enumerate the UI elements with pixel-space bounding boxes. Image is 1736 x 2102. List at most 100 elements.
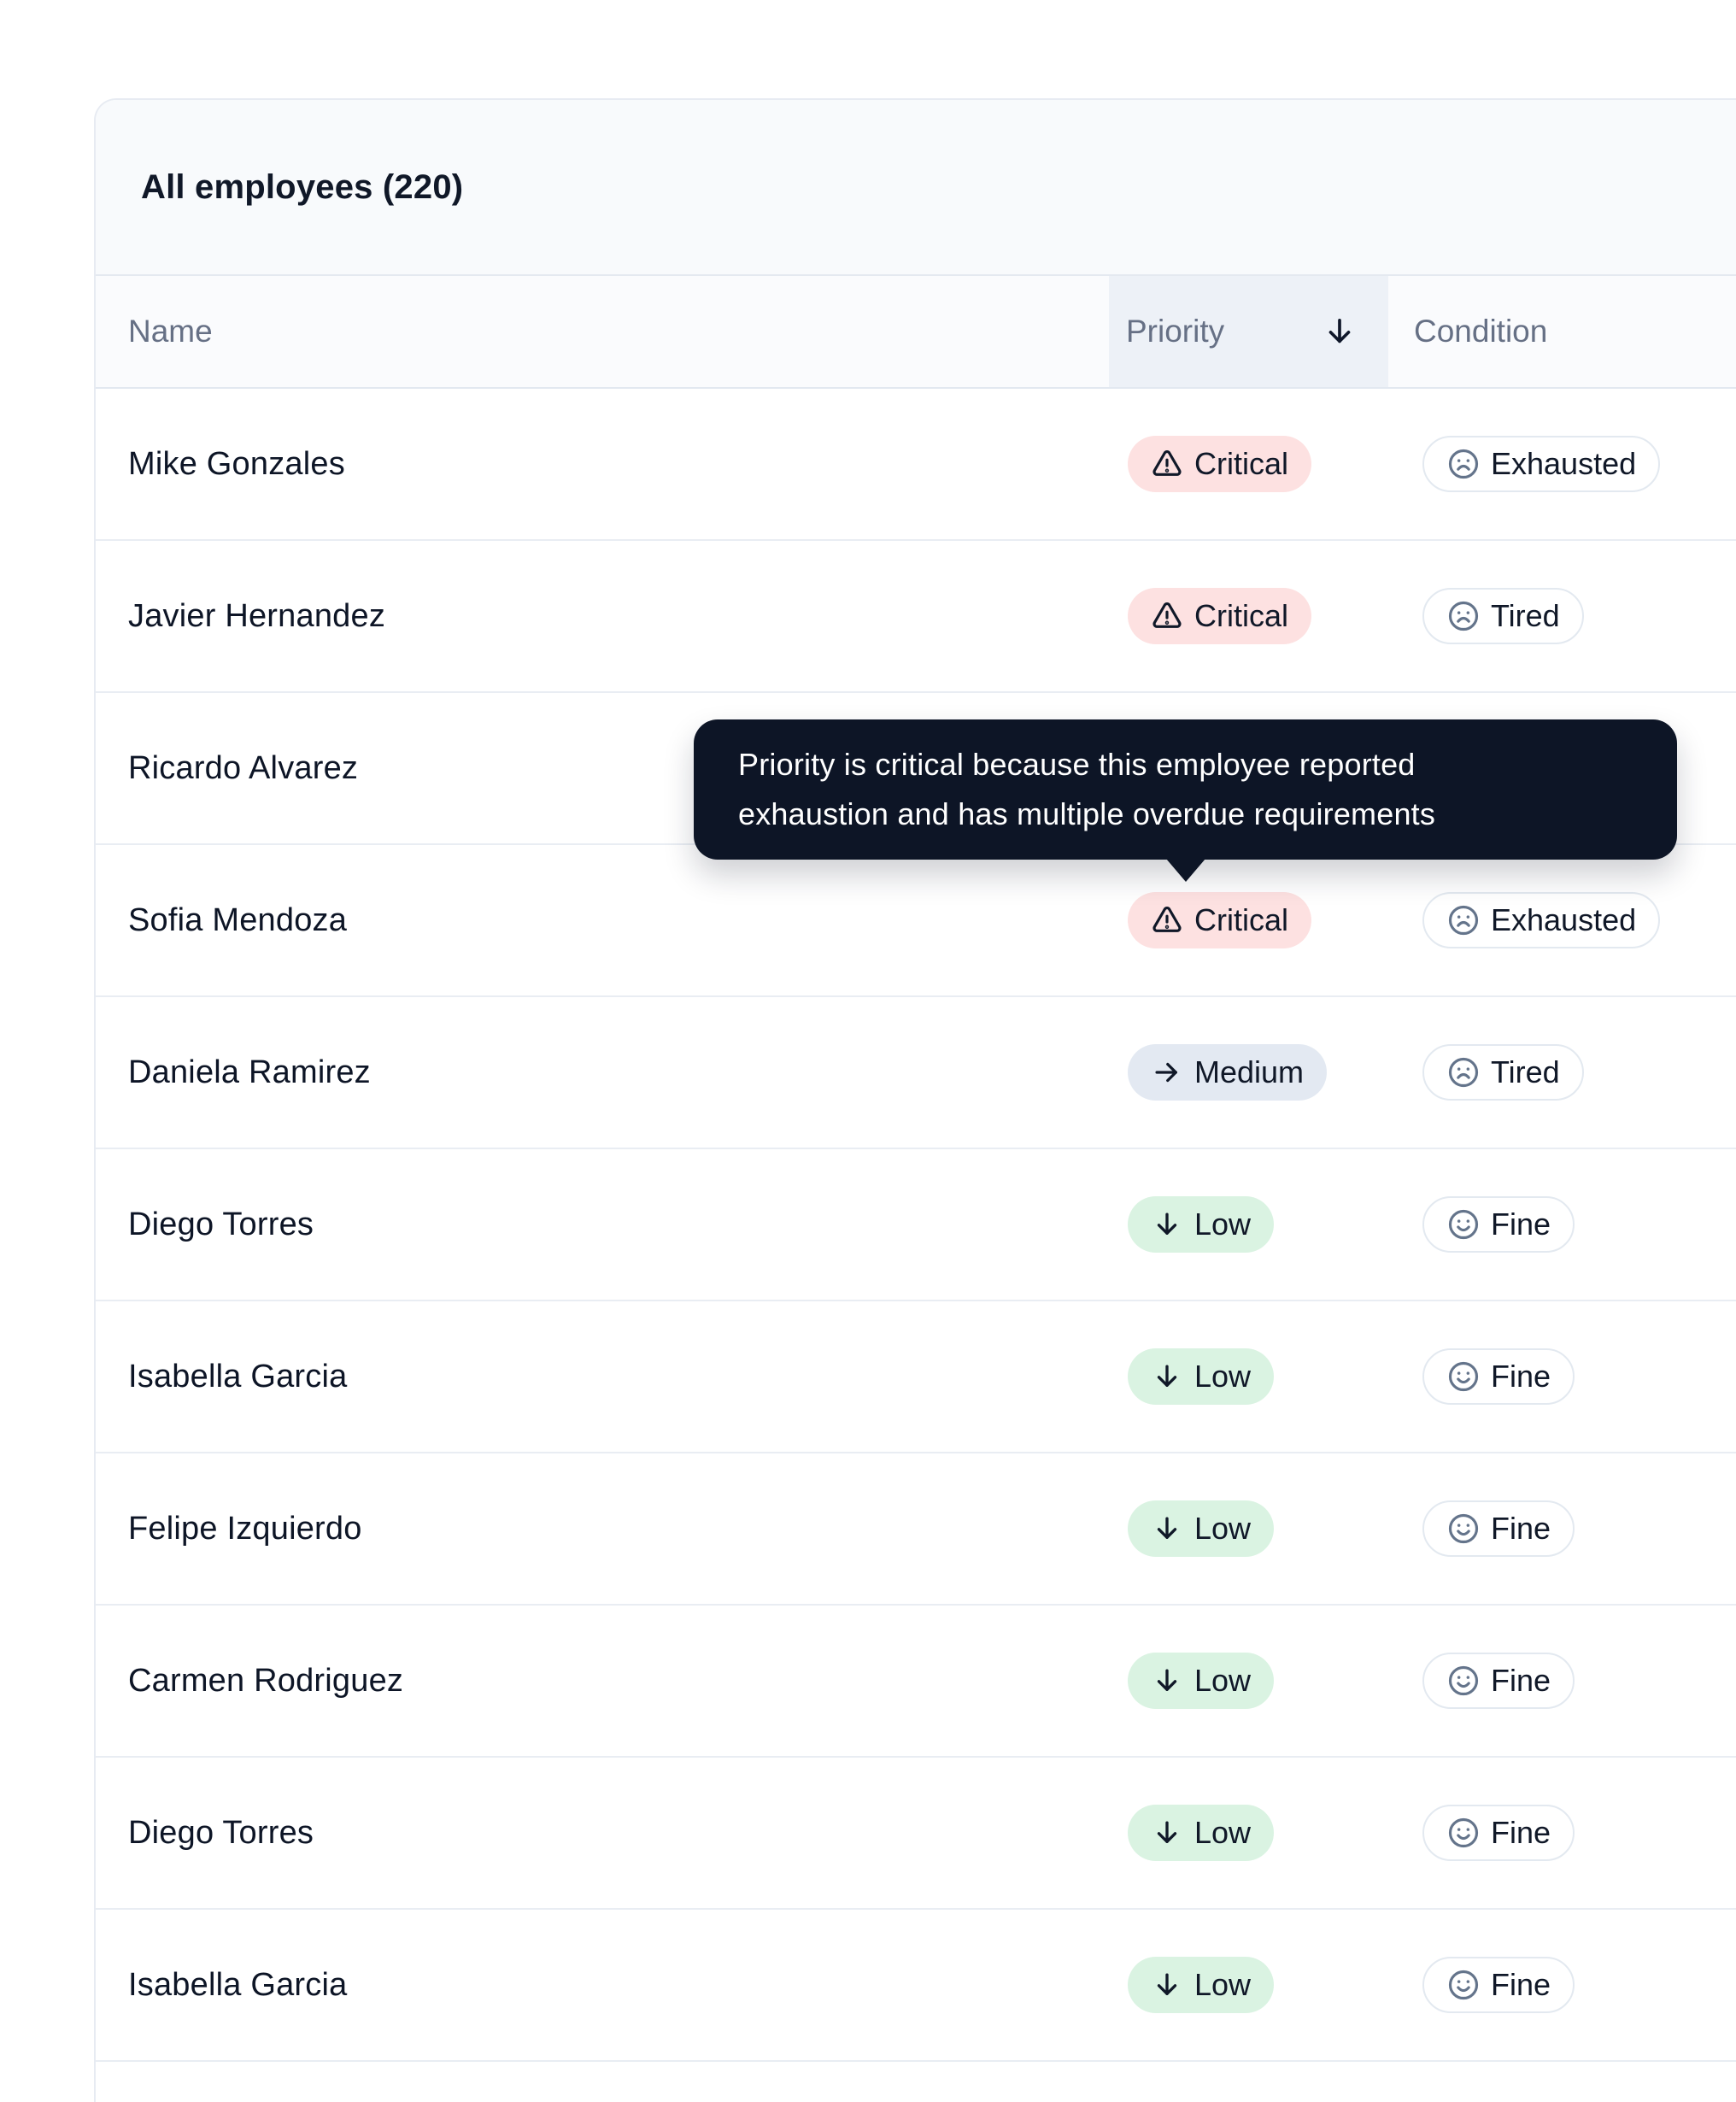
priority-badge: Critical <box>1128 588 1312 644</box>
employee-name: Ricardo Alvarez <box>128 749 359 786</box>
smile-icon <box>1446 1664 1481 1698</box>
condition-badge-label: Fine <box>1491 1815 1551 1850</box>
warning-icon <box>1151 904 1183 937</box>
priority-badge-label: Low <box>1194 1359 1252 1394</box>
frown-icon <box>1446 903 1481 937</box>
condition-badge-label: Fine <box>1491 1663 1551 1698</box>
name-cell: Sofia Mendoza <box>96 902 1109 939</box>
priority-badge-label: Low <box>1194 1511 1252 1546</box>
name-cell: Carmen Rodriguez <box>96 1663 1109 1700</box>
priority-badge: Critical <box>1128 892 1312 948</box>
priority-badge: Low <box>1128 1196 1275 1253</box>
priority-badge-label: Medium <box>1194 1054 1305 1089</box>
condition-badge-label: Fine <box>1491 1359 1551 1394</box>
condition-badge: Exhausted <box>1422 436 1661 492</box>
name-cell: Ricardo Alvarez <box>96 750 1109 787</box>
priority-badge-label: Critical <box>1194 598 1289 633</box>
sort-descending-icon <box>1322 314 1358 349</box>
warning-icon <box>1151 448 1183 480</box>
priority-badge-label: Critical <box>1194 902 1289 937</box>
column-header-priority[interactable]: Priority <box>1109 276 1388 387</box>
column-header-name-label: Name <box>128 314 213 349</box>
priority-cell: Low <box>1109 1500 1388 1557</box>
table-row[interactable]: Daniela Ramirez Medium Tired <box>96 997 1736 1149</box>
table-body: Mike Gonzales Critical Exhausted Javier Her… <box>96 389 1736 2062</box>
tooltip: Priority is critical because this employ… <box>694 719 1677 882</box>
condition-badge-label: Fine <box>1491 1511 1551 1546</box>
employee-name: Javier Hernandez <box>128 597 386 634</box>
table-row[interactable]: Diego Torres Low Fine <box>96 1758 1736 1910</box>
employee-name: Carmen Rodriguez <box>128 1662 404 1699</box>
priority-badge: Low <box>1128 1348 1275 1405</box>
column-header-priority-label: Priority <box>1126 314 1225 349</box>
employee-name: Isabella Garcia <box>128 1966 348 2003</box>
condition-cell: Fine <box>1388 1348 1736 1405</box>
employee-name: Mike Gonzales <box>128 445 345 482</box>
arrow-down-icon <box>1151 1512 1183 1545</box>
condition-badge: Exhausted <box>1422 892 1661 948</box>
column-header-condition[interactable]: Condition <box>1388 276 1736 387</box>
priority-cell: Low <box>1109 1957 1388 2013</box>
condition-cell: Fine <box>1388 1196 1736 1253</box>
priority-badge: Medium <box>1128 1044 1328 1101</box>
name-cell: Isabella Garcia <box>96 1359 1109 1395</box>
priority-badge-label: Low <box>1194 1967 1252 2002</box>
column-header-name[interactable]: Name <box>96 276 1109 387</box>
priority-cell: Low <box>1109 1653 1388 1709</box>
smile-icon <box>1446 1207 1481 1242</box>
employee-name: Felipe Izquierdo <box>128 1510 362 1547</box>
condition-cell: Fine <box>1388 1653 1736 1709</box>
condition-badge-label: Fine <box>1491 1967 1551 2002</box>
condition-badge: Fine <box>1422 1196 1575 1253</box>
priority-badge-label: Low <box>1194 1663 1252 1698</box>
name-cell: Diego Torres <box>96 1815 1109 1852</box>
frown-icon <box>1446 447 1481 481</box>
name-cell: Daniela Ramirez <box>96 1054 1109 1091</box>
table-row[interactable]: Carmen Rodriguez Low Fine <box>96 1606 1736 1758</box>
arrow-down-icon <box>1151 1208 1183 1241</box>
priority-cell: Critical <box>1109 892 1388 948</box>
employee-name: Sofia Mendoza <box>128 901 348 938</box>
warning-icon <box>1151 600 1183 632</box>
smile-icon <box>1446 1512 1481 1546</box>
priority-cell: Medium <box>1109 1044 1388 1101</box>
priority-badge: Low <box>1128 1653 1275 1709</box>
arrow-down-icon <box>1151 1665 1183 1697</box>
employee-name: Diego Torres <box>128 1206 314 1242</box>
condition-badge: Tired <box>1422 588 1584 644</box>
condition-cell: Exhausted <box>1388 892 1736 948</box>
priority-cell: Low <box>1109 1805 1388 1861</box>
name-cell: Javier Hernandez <box>96 598 1109 635</box>
condition-badge: Tired <box>1422 1044 1584 1101</box>
table-row[interactable]: Felipe Izquierdo Low Fine <box>96 1453 1736 1606</box>
condition-badge: Fine <box>1422 1957 1575 2013</box>
arrow-right-icon <box>1151 1056 1183 1089</box>
condition-cell: Tired <box>1388 588 1736 644</box>
employee-name: Daniela Ramirez <box>128 1054 371 1090</box>
table-row[interactable]: Sofia Mendoza Critical Exhausted <box>96 845 1736 997</box>
priority-cell: Low <box>1109 1348 1388 1405</box>
smile-icon <box>1446 1816 1481 1850</box>
table-row[interactable]: Diego Torres Low Fine <box>96 1149 1736 1301</box>
condition-badge: Fine <box>1422 1805 1575 1861</box>
arrow-down-icon <box>1151 1817 1183 1849</box>
priority-badge-label: Low <box>1194 1207 1252 1242</box>
employee-name: Diego Torres <box>128 1814 314 1851</box>
table-row[interactable]: Javier Hernandez Critical Tired <box>96 541 1736 693</box>
name-cell: Mike Gonzales <box>96 446 1109 483</box>
condition-badge-label: Tired <box>1491 1054 1560 1089</box>
smile-icon <box>1446 1968 1481 2002</box>
table-row[interactable]: Isabella Garcia Low Fine <box>96 1301 1736 1453</box>
table-row[interactable]: Mike Gonzales Critical Exhausted <box>96 389 1736 541</box>
name-cell: Isabella Garcia <box>96 1967 1109 2004</box>
tooltip-text: Priority is critical because this employ… <box>738 747 1436 831</box>
smile-icon <box>1446 1359 1481 1394</box>
frown-icon <box>1446 1055 1481 1089</box>
condition-cell: Fine <box>1388 1500 1736 1557</box>
priority-cell: Low <box>1109 1196 1388 1253</box>
table-header-row: Name Priority Condition <box>96 276 1736 389</box>
priority-cell: Critical <box>1109 588 1388 644</box>
frown-icon <box>1446 599 1481 633</box>
table-row[interactable]: Isabella Garcia Low Fine <box>96 1910 1736 2062</box>
